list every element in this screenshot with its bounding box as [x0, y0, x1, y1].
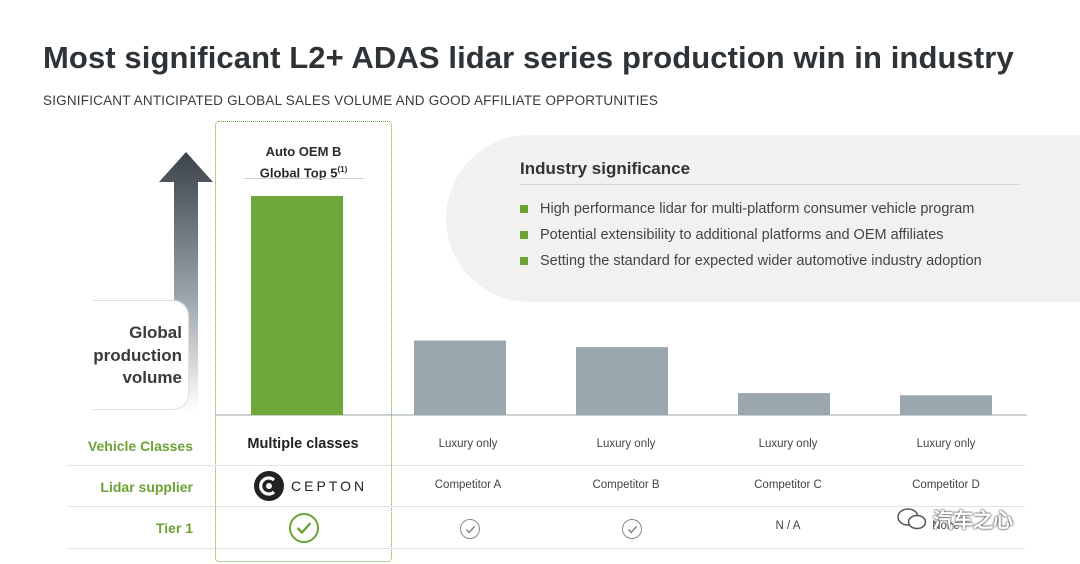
significance-item: Potential extensibility to additional pl…	[520, 222, 982, 248]
up-arrow-icon	[159, 152, 213, 412]
y-axis-label-line: volume	[122, 368, 182, 387]
bar-auto-oem-b	[251, 196, 343, 415]
oem-divider	[244, 178, 364, 179]
square-bullet-icon	[520, 205, 528, 213]
cepton-logo-text: CEPTON	[291, 478, 368, 494]
row-label-tier1: Tier 1	[155, 520, 193, 536]
square-bullet-icon	[520, 257, 528, 265]
significance-item: Setting the standard for expected wider …	[520, 248, 982, 274]
axis-label-box	[93, 300, 189, 410]
significance-divider	[520, 184, 1020, 185]
highlight-column	[215, 121, 392, 562]
checkmark-icon	[289, 513, 319, 543]
row-divider	[67, 548, 1025, 549]
vehicle-class-cell: Luxury only	[438, 438, 498, 450]
watermark: 汽车之心	[897, 504, 1013, 533]
vehicle-class-cell: Luxury only	[596, 438, 656, 450]
cepton-logo: CEPTON	[253, 470, 367, 502]
significance-item-text: Setting the standard for expected wider …	[540, 253, 982, 269]
square-bullet-icon	[520, 231, 528, 239]
page-subtitle: SIGNIFICANT ANTICIPATED GLOBAL SALES VOL…	[43, 93, 659, 108]
supplier-cell: Competitor B	[592, 479, 660, 491]
vehicle-class-cell: Multiple classes	[247, 436, 359, 452]
bar-competitor-d	[900, 395, 992, 415]
row-divider	[67, 465, 1025, 466]
oem-name: Auto OEM B	[265, 144, 342, 159]
vehicle-class-cell: Luxury only	[916, 438, 976, 450]
supplier-cell: Competitor C	[754, 479, 822, 491]
checkmark-icon	[460, 519, 480, 539]
bar-competitor-a	[414, 340, 506, 415]
row-label-lidar-supplier: Lidar supplier	[100, 479, 193, 495]
significance-item-text: High performance lidar for multi-platfor…	[540, 201, 975, 217]
vehicle-class-cell: Luxury only	[758, 438, 818, 450]
significance-item-text: Potential extensibility to additional pl…	[540, 227, 944, 243]
tier1-cell: N / A	[775, 520, 801, 532]
tier1-cell: None	[932, 520, 960, 532]
y-axis-label: Global production volume	[85, 322, 182, 390]
y-axis-label-line: Global	[129, 323, 182, 342]
y-axis-label-line: production	[93, 345, 182, 365]
row-divider	[67, 506, 1025, 507]
watermark-text: 汽车之心	[933, 510, 1013, 532]
significance-title: Industry significance	[520, 159, 691, 178]
cepton-logo-icon	[254, 471, 284, 501]
oem-rank: Global Top 5(1)	[259, 165, 348, 181]
page-title: Most significant L2+ ADAS lidar series p…	[43, 40, 1014, 75]
significance-item: High performance lidar for multi-platfor…	[520, 196, 982, 222]
bar-competitor-c	[738, 393, 830, 415]
oem-label: Auto OEM B Global Top 5(1)	[215, 143, 392, 182]
significance-list: High performance lidar for multi-platfor…	[520, 196, 982, 274]
footnote-marker: (1)	[337, 165, 348, 174]
wechat-icon	[897, 507, 927, 529]
supplier-cell: Competitor A	[434, 479, 502, 491]
supplier-cell: Competitor D	[912, 479, 980, 491]
row-label-vehicle-classes: Vehicle Classes	[87, 438, 193, 454]
checkmark-icon	[622, 519, 642, 539]
significance-panel	[446, 135, 1080, 302]
bar-competitor-b	[576, 347, 668, 415]
